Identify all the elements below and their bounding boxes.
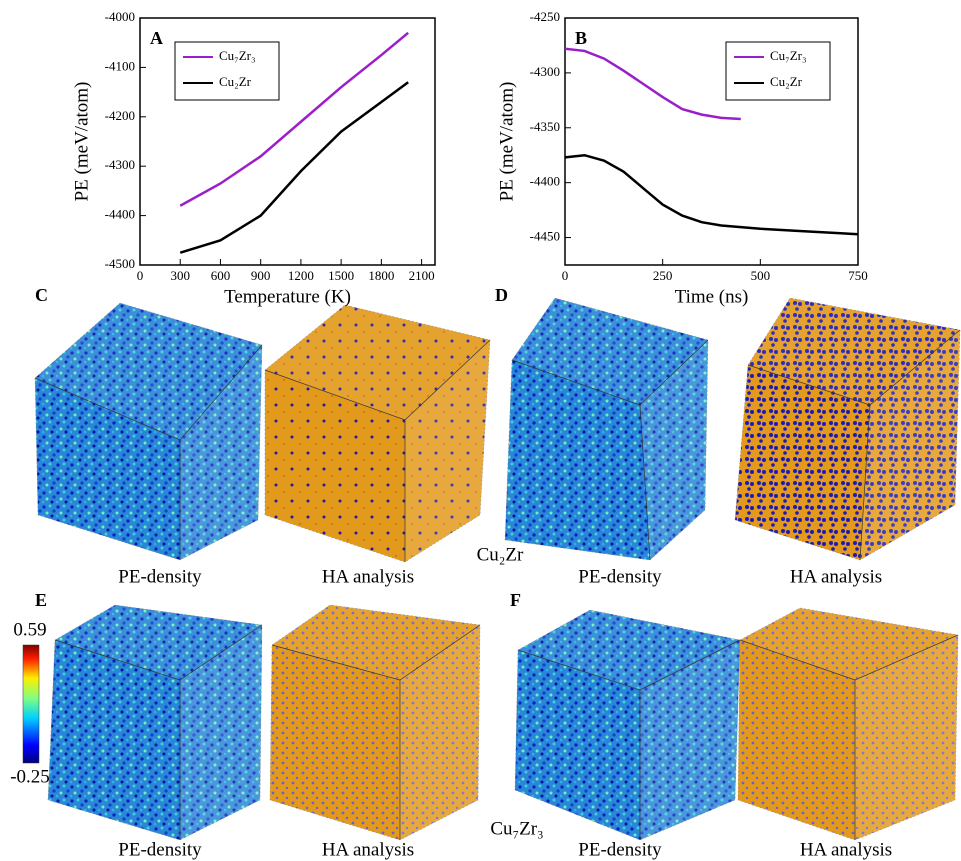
caption: PE-density (118, 839, 202, 860)
panel-label: C (35, 285, 48, 305)
y-tick-label: -4300 (530, 64, 560, 79)
panel-label: B (575, 28, 587, 48)
x-tick-label: 750 (848, 268, 868, 283)
y-tick-label: -4400 (105, 207, 135, 222)
x-axis-label: Time (ns) (675, 286, 749, 307)
y-tick-label: -4000 (105, 9, 135, 24)
y-tick-label: -4300 (105, 157, 135, 172)
caption: HA analysis (322, 566, 414, 587)
x-tick-label: 0 (137, 268, 144, 283)
x-tick-label: 250 (653, 268, 673, 283)
series-line (565, 49, 741, 119)
x-tick-label: 2100 (409, 268, 435, 283)
caption: PE-density (578, 839, 662, 860)
caption: PE-density (578, 566, 662, 587)
x-tick-label: 500 (751, 268, 771, 283)
colorbar-max: 0.59 (13, 619, 46, 640)
figure: C D E F PE-density HA analysis PE-densit… (0, 0, 961, 861)
x-axis-label: Temperature (K) (224, 286, 351, 307)
legend-label: Cu₂Zr (770, 74, 803, 89)
panel-label: F (510, 590, 521, 610)
panel-label: D (495, 285, 508, 305)
caption: HA analysis (790, 566, 882, 587)
colorbar (23, 645, 39, 763)
colorbar-min: -0.25 (10, 766, 50, 787)
row-label: Cu₂Zr (477, 544, 524, 565)
row-label: Cu₇Zr₃ (490, 818, 543, 839)
x-tick-label: 1200 (288, 268, 314, 283)
caption: HA analysis (322, 839, 414, 860)
legend-label: Cu₂Zr (219, 74, 252, 89)
x-tick-label: 900 (251, 268, 271, 283)
panel-label: A (150, 28, 163, 48)
series-line (180, 82, 408, 252)
y-axis-label: PE (meV/atom) (496, 82, 517, 202)
y-tick-label: -4350 (530, 119, 560, 134)
x-tick-label: 1500 (328, 268, 354, 283)
y-tick-label: -4450 (530, 229, 560, 244)
caption: HA analysis (800, 839, 892, 860)
x-tick-label: 600 (211, 268, 231, 283)
x-tick-label: 1800 (368, 268, 394, 283)
panel-label: E (35, 590, 47, 610)
caption: PE-density (118, 566, 202, 587)
y-tick-label: -4100 (105, 58, 135, 73)
y-tick-label: -4250 (530, 9, 560, 24)
y-axis-label: PE (meV/atom) (71, 82, 92, 202)
x-tick-label: 0 (562, 268, 569, 283)
legend-label: Cu₇Zr₃ (219, 48, 256, 63)
legend-label: Cu₇Zr₃ (770, 48, 807, 63)
y-tick-label: -4400 (530, 174, 560, 189)
series-line (565, 155, 858, 234)
y-tick-label: -4200 (105, 108, 135, 123)
y-tick-label: -4500 (105, 256, 135, 271)
x-tick-label: 300 (170, 268, 190, 283)
